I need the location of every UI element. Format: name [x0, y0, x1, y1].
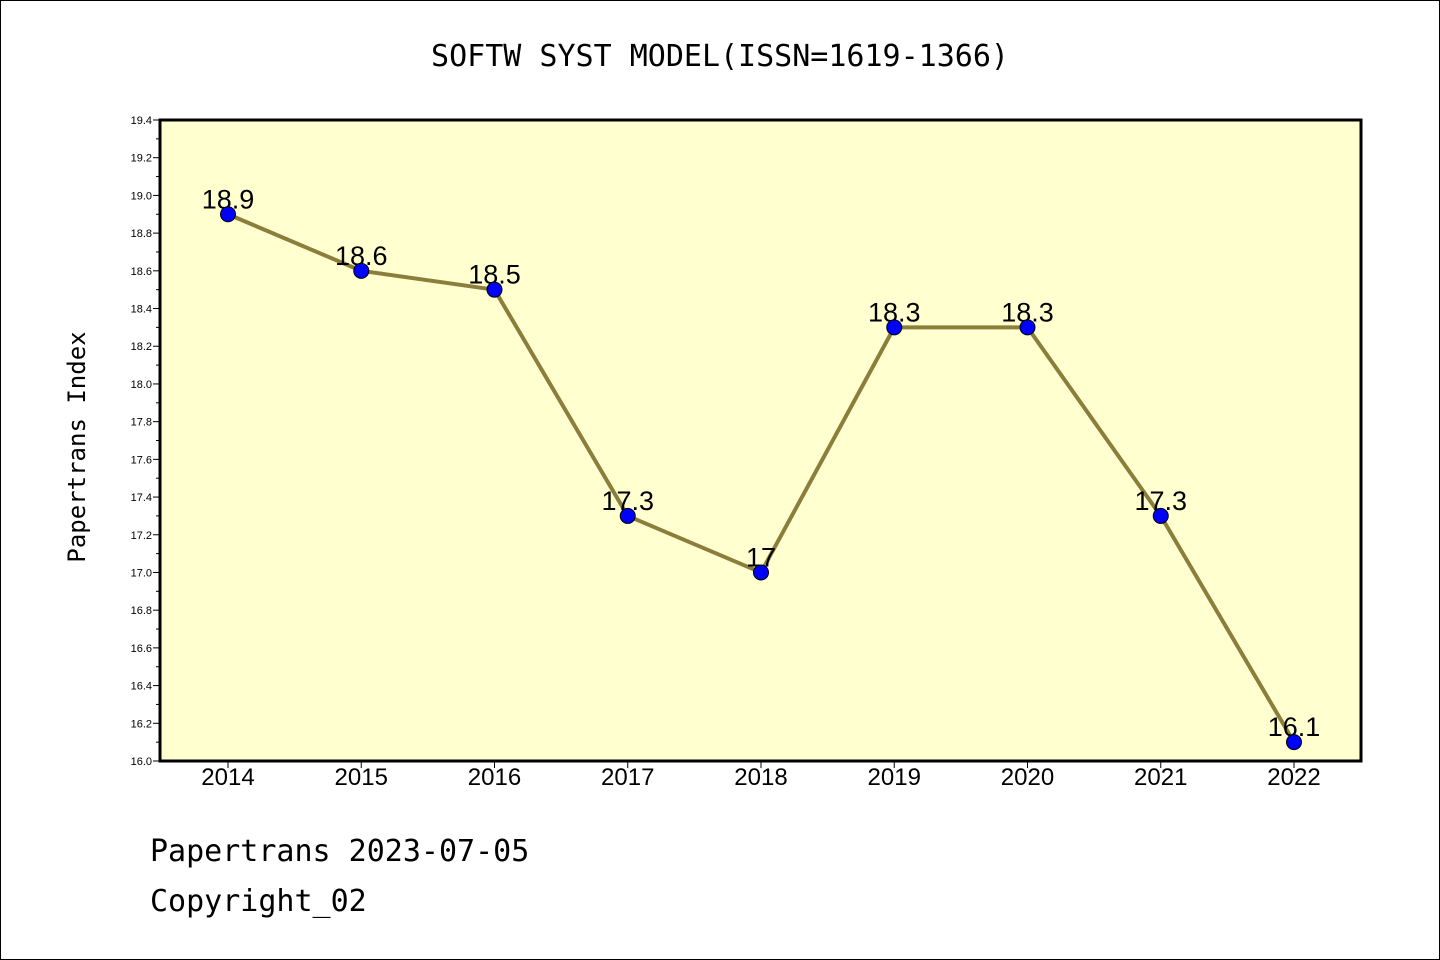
data-point [753, 564, 769, 581]
plot-area [160, 120, 1361, 761]
y-tick-label: 17.4 [131, 492, 152, 504]
x-tick-label: 2015 [335, 764, 388, 791]
data-point [1286, 734, 1302, 751]
y-tick-label: 19.2 [131, 153, 152, 165]
chart-title: SOFTW SYST MODEL(ISSN=1619-1366) [431, 39, 1009, 74]
y-tick-label: 16.2 [131, 718, 152, 730]
y-axis-label: Papertrans Index [63, 331, 91, 562]
y-tick-label: 17.8 [131, 417, 152, 429]
x-tick-label: 2014 [201, 764, 254, 791]
y-tick-label: 16.0 [131, 756, 152, 768]
x-tick-label: 2018 [734, 764, 787, 791]
y-tick-label: 17.2 [131, 530, 152, 542]
data-point [1152, 507, 1169, 524]
data-point [353, 262, 370, 279]
y-tick-label: 18.8 [131, 228, 152, 240]
y-tick-label: 16.6 [131, 643, 152, 655]
y-tick-label: 16.8 [131, 605, 152, 617]
y-tick-label: 17.6 [131, 454, 152, 466]
y-tick-label: 19.4 [131, 115, 152, 127]
x-tick-label: 2019 [868, 764, 921, 791]
footer-copyright: Copyright_02 [150, 884, 367, 919]
x-tick-label: 2016 [468, 764, 521, 791]
x-tick-label: 2022 [1267, 764, 1320, 791]
y-tick-label: 18.0 [131, 379, 152, 391]
y-tick-label: 18.4 [131, 304, 152, 316]
x-tick-label: 2021 [1134, 764, 1187, 791]
y-tick-label: 18.6 [131, 266, 152, 278]
data-point [619, 507, 636, 524]
y-tick-label: 16.4 [131, 681, 152, 693]
data-point [1019, 319, 1036, 336]
data-point [886, 319, 903, 336]
plot-border [158, 118, 1363, 763]
footer-date: Papertrans 2023-07-05 [150, 834, 530, 869]
y-tick-label: 18.2 [131, 341, 152, 353]
y-tick-label: 17.0 [131, 567, 152, 579]
data-point [220, 206, 236, 223]
x-tick-label: 2017 [601, 764, 654, 791]
x-tick-label: 2020 [1001, 764, 1054, 791]
y-tick-label: 19.0 [131, 190, 152, 202]
data-point [486, 281, 503, 298]
